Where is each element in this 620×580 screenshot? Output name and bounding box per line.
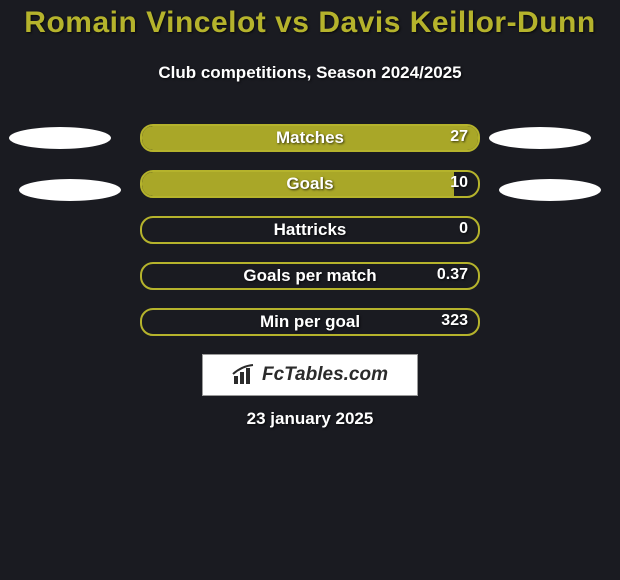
stat-value: 10 [450,174,468,192]
stat-value: 0.37 [437,266,468,284]
subtitle: Club competitions, Season 2024/2025 [0,63,620,83]
decorative-ellipse [19,179,121,201]
decorative-ellipse [9,127,111,149]
stat-value: 323 [441,312,468,330]
decorative-ellipse [489,127,591,149]
stat-row: Goals per match0.37 [140,262,480,290]
date-label: 23 january 2025 [0,409,620,429]
decorative-ellipse [499,179,601,201]
stat-label: Min per goal [140,312,480,332]
stat-label: Goals [140,174,480,194]
stat-value: 27 [450,128,468,146]
bar-chart-icon [232,364,256,386]
page-title: Romain Vincelot vs Davis Keillor-Dunn [0,6,620,40]
stat-row: Hattricks0 [140,216,480,244]
stat-row: Min per goal323 [140,308,480,336]
stat-value: 0 [459,220,468,238]
stat-label: Goals per match [140,266,480,286]
stat-row: Matches27 [140,124,480,152]
stat-label: Matches [140,128,480,148]
stat-label: Hattricks [140,220,480,240]
brand-text: FcTables.com [262,364,388,386]
brand-badge[interactable]: FcTables.com [202,354,418,396]
stat-row: Goals10 [140,170,480,198]
